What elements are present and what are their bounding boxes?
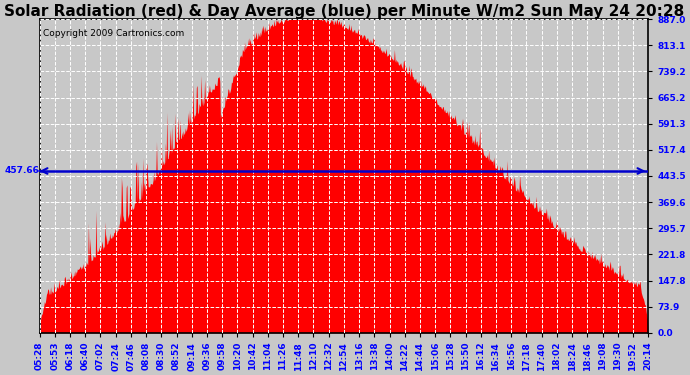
Title: Solar Radiation (red) & Day Average (blue) per Minute W/m2 Sun May 24 20:28: Solar Radiation (red) & Day Average (blu…	[3, 4, 684, 19]
Text: Copyright 2009 Cartronics.com: Copyright 2009 Cartronics.com	[43, 28, 184, 38]
Text: 457.66: 457.66	[4, 166, 39, 176]
